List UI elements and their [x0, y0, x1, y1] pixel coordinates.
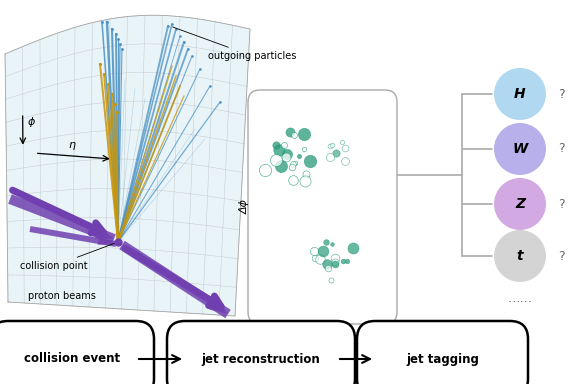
Point: [330, 255, 339, 261]
Point: [322, 261, 331, 267]
Text: Δϕ: Δϕ: [240, 200, 250, 215]
Polygon shape: [98, 237, 116, 245]
Point: [318, 248, 328, 254]
Point: [276, 163, 285, 169]
FancyBboxPatch shape: [167, 321, 355, 384]
Text: collision point: collision point: [20, 243, 115, 271]
Text: collision event: collision event: [24, 353, 120, 366]
Polygon shape: [210, 299, 228, 314]
Circle shape: [494, 178, 546, 230]
Text: Z: Z: [515, 197, 525, 211]
Text: jet tagging: jet tagging: [406, 353, 479, 366]
FancyBboxPatch shape: [357, 321, 528, 384]
Point: [327, 241, 336, 247]
Point: [306, 158, 315, 164]
Text: Δη: Δη: [315, 330, 330, 340]
Text: ?: ?: [558, 250, 565, 263]
Point: [326, 143, 335, 149]
Point: [288, 164, 297, 170]
Point: [331, 259, 340, 265]
Text: t: t: [517, 249, 523, 263]
Point: [343, 258, 352, 264]
Point: [290, 160, 299, 166]
Point: [331, 260, 340, 266]
Point: [348, 245, 357, 252]
Point: [309, 247, 318, 253]
Point: [300, 131, 309, 137]
Circle shape: [494, 68, 546, 120]
Point: [311, 255, 320, 261]
Text: ?: ?: [558, 142, 565, 156]
Point: [321, 239, 330, 245]
Text: η: η: [69, 140, 76, 150]
Point: [279, 142, 289, 148]
FancyBboxPatch shape: [248, 90, 397, 324]
Text: ……: ……: [508, 291, 533, 305]
Point: [272, 141, 281, 147]
Polygon shape: [8, 194, 116, 244]
Circle shape: [494, 230, 546, 282]
Point: [285, 129, 294, 135]
Polygon shape: [30, 226, 116, 247]
Point: [283, 151, 292, 157]
Point: [315, 255, 325, 262]
Text: H: H: [514, 87, 526, 101]
Point: [288, 177, 297, 183]
FancyBboxPatch shape: [0, 321, 154, 384]
Point: [260, 167, 269, 173]
Point: [282, 154, 291, 160]
Point: [340, 145, 350, 151]
Point: [300, 178, 310, 184]
Point: [300, 146, 309, 152]
Point: [325, 154, 334, 160]
Text: jet reconstruction: jet reconstruction: [201, 353, 320, 366]
Text: ?: ?: [558, 197, 565, 210]
Point: [338, 139, 347, 145]
Circle shape: [494, 123, 546, 175]
Point: [324, 265, 333, 271]
Text: proton beams: proton beams: [28, 291, 96, 301]
Polygon shape: [95, 227, 114, 239]
Point: [340, 157, 350, 164]
Point: [327, 142, 336, 148]
Point: [332, 150, 341, 156]
Point: [301, 170, 310, 177]
Text: ?: ?: [558, 88, 565, 101]
Text: outgoing particles: outgoing particles: [173, 27, 296, 61]
Point: [338, 258, 347, 264]
Text: W: W: [512, 142, 528, 156]
Point: [327, 276, 336, 283]
Point: [289, 161, 298, 167]
Point: [294, 153, 304, 159]
Point: [272, 157, 281, 163]
Text: ϕ: ϕ: [27, 118, 35, 127]
Polygon shape: [119, 241, 230, 318]
Polygon shape: [5, 15, 250, 316]
Point: [289, 132, 299, 139]
Point: [275, 147, 284, 153]
